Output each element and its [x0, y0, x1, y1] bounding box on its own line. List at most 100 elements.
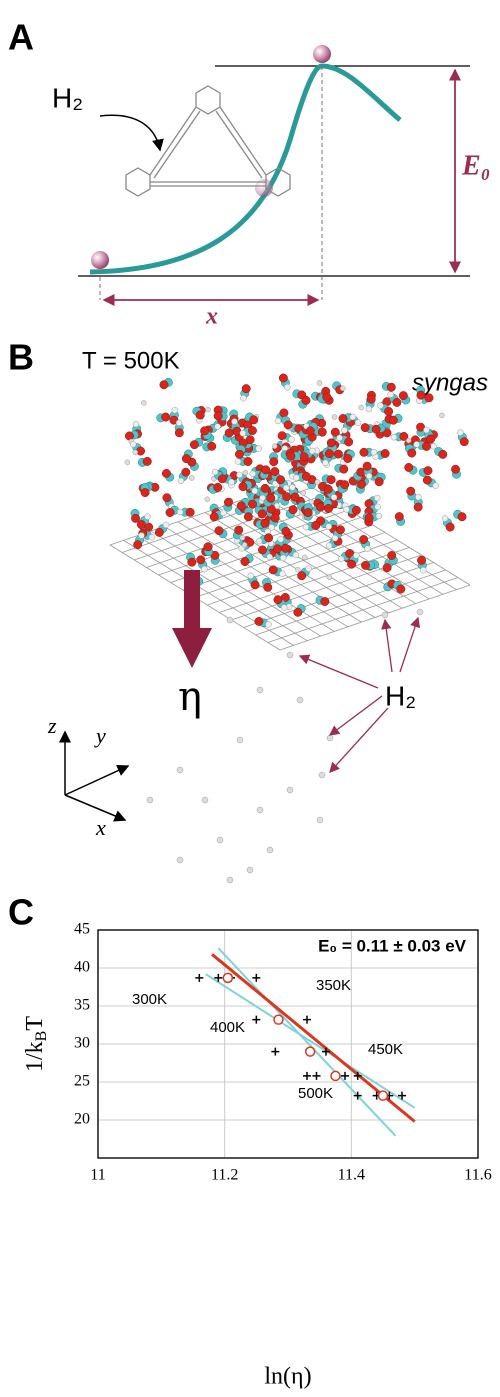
data-point — [214, 973, 223, 982]
atom — [268, 524, 275, 531]
atom — [338, 414, 348, 424]
atom — [187, 557, 197, 567]
atom — [268, 565, 278, 575]
atom — [289, 484, 296, 491]
h2-molecule — [295, 566, 301, 573]
atom — [360, 423, 370, 433]
temperature-label: T = 500K — [82, 347, 180, 374]
atom — [302, 523, 310, 531]
atom — [133, 540, 143, 550]
h2-molecule — [405, 437, 412, 444]
plot-frame — [97, 929, 479, 1159]
atom — [243, 512, 253, 522]
lattice-line — [255, 569, 446, 636]
atom — [284, 383, 291, 391]
atom — [451, 464, 461, 474]
y-tick-label: 35 — [74, 997, 90, 1014]
data-point — [252, 1015, 261, 1024]
atom — [323, 484, 333, 494]
atom — [297, 571, 307, 581]
atom — [203, 542, 213, 552]
y-tick-label: 40 — [74, 959, 90, 976]
atom — [236, 471, 243, 479]
h2-molecule — [316, 816, 324, 824]
temperature-label: 350K — [316, 977, 351, 994]
h2-molecule — [189, 475, 195, 481]
atom — [301, 471, 311, 481]
atom — [339, 464, 349, 474]
y-tick-label: 30 — [74, 1035, 90, 1052]
y-tick-label: 25 — [74, 1073, 90, 1090]
atom — [392, 397, 402, 407]
data-point — [312, 1071, 321, 1080]
h2-molecule — [176, 766, 184, 774]
flux-label: η — [178, 674, 202, 720]
atom — [356, 467, 366, 477]
atom — [375, 512, 383, 520]
atom — [404, 463, 414, 472]
atom — [384, 406, 394, 416]
atom — [142, 456, 152, 466]
axis-label: y — [94, 723, 106, 748]
atom — [249, 470, 257, 477]
ball — [255, 179, 273, 197]
atom — [279, 408, 289, 418]
h2-label: H₂ — [385, 680, 416, 711]
atom — [132, 420, 140, 428]
atom — [422, 475, 432, 485]
atom — [438, 449, 448, 459]
atom — [407, 448, 417, 458]
h2-molecule — [236, 736, 244, 744]
atom — [161, 468, 171, 478]
atom — [286, 451, 296, 461]
atom — [359, 447, 369, 457]
atom — [250, 580, 260, 590]
atom — [201, 565, 208, 573]
atom — [266, 553, 273, 561]
atom — [263, 582, 273, 592]
mean-point — [222, 972, 234, 984]
atom — [387, 551, 397, 560]
atom — [445, 522, 455, 532]
h2-molecule — [256, 686, 264, 694]
atom — [324, 449, 334, 459]
h2-molecule — [201, 796, 209, 804]
ball — [313, 45, 331, 63]
atom — [374, 503, 381, 511]
atom — [175, 419, 183, 427]
h2-molecule — [216, 836, 224, 844]
atom — [459, 437, 469, 447]
atom — [364, 513, 374, 523]
atom — [274, 417, 282, 425]
temperature-label: 500K — [298, 1085, 333, 1102]
energy-curve — [89, 63, 402, 275]
h2-molecule — [242, 469, 249, 476]
atom — [259, 494, 266, 502]
atom — [273, 595, 283, 605]
h2-molecule — [146, 796, 154, 804]
atom — [288, 436, 295, 443]
h2-molecule — [205, 406, 211, 413]
mean-point — [377, 1090, 389, 1101]
atom — [236, 501, 246, 511]
h2-molecule — [331, 414, 338, 420]
h2-molecule — [226, 876, 234, 884]
atom — [238, 482, 248, 492]
y-axis-label-part: T — [22, 1016, 48, 1031]
atom — [337, 555, 345, 563]
atom — [293, 474, 300, 481]
atom — [353, 552, 360, 559]
atom — [424, 393, 434, 403]
h2-molecule — [300, 490, 307, 496]
atom — [231, 418, 238, 425]
atom — [288, 505, 298, 515]
h2-molecule — [246, 866, 254, 874]
atom — [144, 513, 151, 520]
atom — [224, 428, 234, 438]
x-tick-label: 11.4 — [338, 1167, 365, 1184]
atom — [148, 533, 156, 541]
atom — [243, 457, 253, 466]
atom — [362, 461, 372, 471]
atom — [124, 431, 134, 441]
atom — [371, 424, 381, 434]
